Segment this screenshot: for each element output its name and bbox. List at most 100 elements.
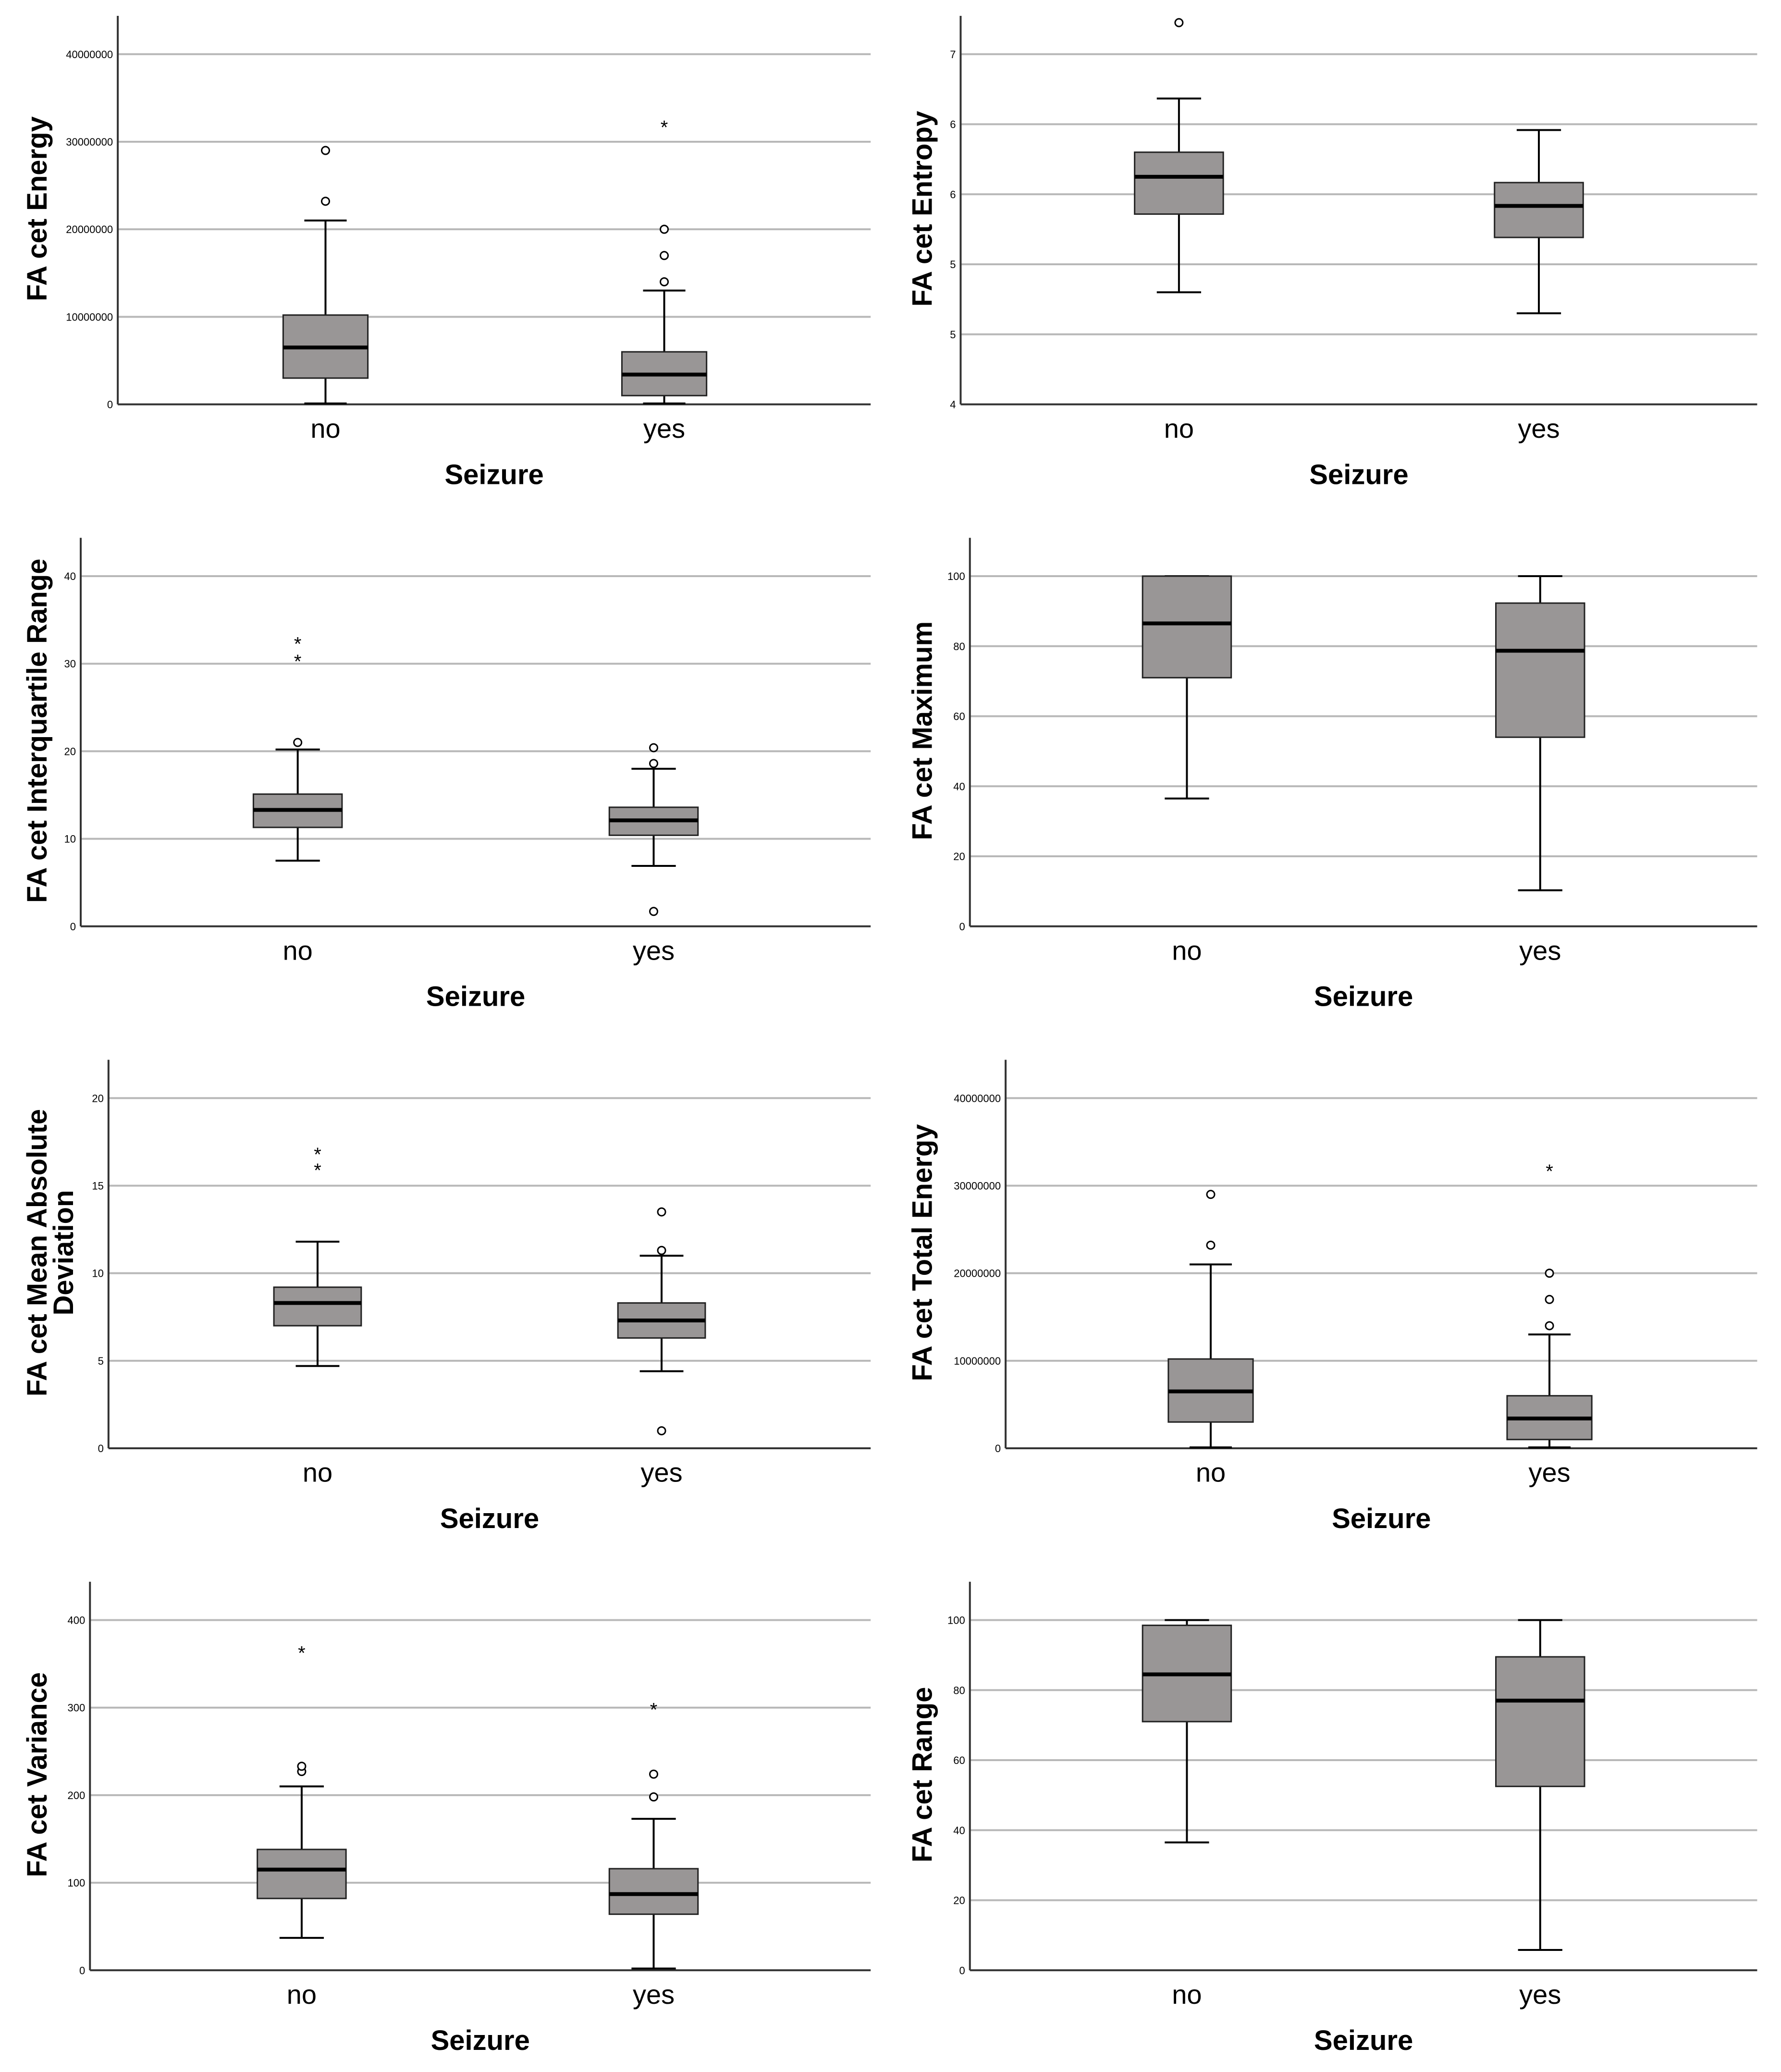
x-axis-title: Seizure (1314, 981, 1413, 1012)
y-tick-label: 20 (953, 1895, 965, 1907)
y-tick-label: 0 (98, 1443, 104, 1455)
outlier-marker (657, 1207, 666, 1217)
iqr-box (1142, 575, 1232, 678)
y-axis-title: FA cet Entropy (907, 111, 938, 307)
box-yes: * (608, 1700, 699, 1970)
y-tick-label: 40 (64, 570, 76, 582)
y-tick-label: 20 (953, 851, 965, 863)
box-yes: * (621, 117, 708, 405)
outlier-marker (649, 1769, 659, 1779)
outlier-marker (649, 743, 659, 752)
box-no (1134, 18, 1224, 294)
y-tick-label: 0 (959, 1964, 965, 1976)
y-tick-label: 100 (68, 1877, 86, 1889)
box-yes (1494, 129, 1584, 315)
y-axis-title: FA cet Interquartile Range (22, 558, 53, 903)
x-category-label: no (1196, 1457, 1226, 1488)
x-category-label: no (283, 935, 313, 965)
outlier-marker (660, 277, 669, 286)
x-category-label: no (287, 1979, 317, 2010)
outlier-marker (293, 738, 303, 747)
y-tick-label: 5 (98, 1355, 104, 1367)
box-no: * (257, 1642, 347, 1939)
extreme-marker: * (650, 1700, 658, 1721)
y-axis-title: FA cet Energy (22, 116, 53, 301)
y-tick-label: 0 (995, 1443, 1001, 1455)
outlier-marker (657, 1426, 666, 1436)
y-axis-title: FA cet Maximum (907, 621, 938, 840)
box-yes (1495, 575, 1585, 891)
extreme-marker: * (298, 1642, 306, 1664)
chart-panel: 0 5 10 15 20 ** no yes Seizure FA cet Mean Absolu… (22, 1060, 871, 1534)
y-axis-title: FA cet Variance (22, 1672, 53, 1877)
y-tick-label: 40000000 (66, 49, 113, 61)
x-category-label: yes (640, 1457, 682, 1488)
y-tick-label: 10000000 (954, 1355, 1001, 1367)
extreme-marker: * (294, 651, 302, 672)
extreme-marker: * (661, 117, 668, 138)
outlier-marker (321, 146, 331, 155)
x-category-label: yes (1519, 935, 1561, 965)
x-category-label: yes (1519, 1979, 1561, 2010)
y-tick-label: 30000000 (66, 136, 113, 148)
outlier-marker (1545, 1321, 1554, 1331)
x-category-label: yes (633, 935, 675, 965)
x-category-label: yes (1518, 413, 1560, 444)
y-tick-label: 4 (950, 399, 956, 411)
y-axis-title: FA cet Total Energy (907, 1124, 938, 1381)
x-axis-title: Seizure (426, 981, 525, 1012)
y-tick-label: 10 (64, 833, 76, 845)
y-tick-label: 200 (68, 1789, 86, 1801)
box-no: ** (273, 1144, 362, 1367)
x-axis-title: Seizure (1332, 1503, 1431, 1534)
box-no (282, 146, 369, 405)
y-tick-label: 15 (92, 1180, 103, 1192)
iqr-box (1494, 182, 1584, 238)
box-no (1167, 1190, 1254, 1449)
y-tick-label: 20000000 (66, 223, 113, 235)
outlier-marker (1206, 1240, 1216, 1250)
x-category-label: no (310, 413, 340, 444)
chart-panel: 0 10000000 20000000 30000000 40000000 no * yes S… (22, 16, 871, 490)
y-tick-label: 10000000 (66, 311, 113, 323)
iqr-box (1495, 1656, 1585, 1788)
iqr-box (1134, 151, 1224, 215)
chart-panel: 0 100 200 300 400 * no * yes Seizure FA cet Varian… (22, 1581, 871, 2056)
y-tick-label: 400 (68, 1615, 86, 1627)
x-axis-title: Seizure (444, 459, 543, 490)
outlier-marker (649, 759, 659, 768)
y-tick-label: 0 (79, 1964, 85, 1976)
y-tick-label: 100 (947, 570, 965, 582)
x-axis-title: Seizure (431, 2025, 530, 2056)
y-tick-label: 5 (950, 259, 956, 271)
x-axis-title: Seizure (1314, 2025, 1413, 2056)
outlier-marker (1545, 1295, 1554, 1304)
x-category-label: no (1172, 935, 1202, 965)
y-tick-label: 0 (959, 921, 965, 933)
x-category-label: no (303, 1457, 332, 1488)
y-tick-label: 20 (64, 745, 76, 757)
y-tick-label: 40 (953, 780, 965, 792)
chart-panel: 4 5 5 6 6 7 no yes Seizure FA cet Entropy (907, 16, 1757, 490)
y-tick-label: 300 (68, 1702, 86, 1714)
box-yes (608, 743, 699, 916)
y-tick-label: 30000000 (954, 1180, 1001, 1192)
outlier-marker (297, 1762, 307, 1771)
y-tick-label: 80 (953, 1684, 965, 1696)
y-tick-label: 100 (947, 1615, 965, 1627)
y-tick-label: 60 (953, 711, 965, 723)
box-no (1142, 575, 1232, 800)
x-category-label: yes (643, 413, 685, 444)
iqr-box (1495, 602, 1585, 738)
y-tick-label: 0 (107, 399, 113, 411)
iqr-box (608, 1868, 699, 1915)
outlier-marker (1206, 1190, 1216, 1199)
outlier-marker (1545, 1269, 1554, 1278)
box-yes (1495, 1619, 1585, 1951)
x-category-label: no (1164, 413, 1194, 444)
outlier-marker (660, 224, 669, 234)
y-tick-label: 40 (953, 1825, 965, 1837)
y-tick-label: 10 (92, 1268, 103, 1280)
y-tick-label: 60 (953, 1754, 965, 1766)
